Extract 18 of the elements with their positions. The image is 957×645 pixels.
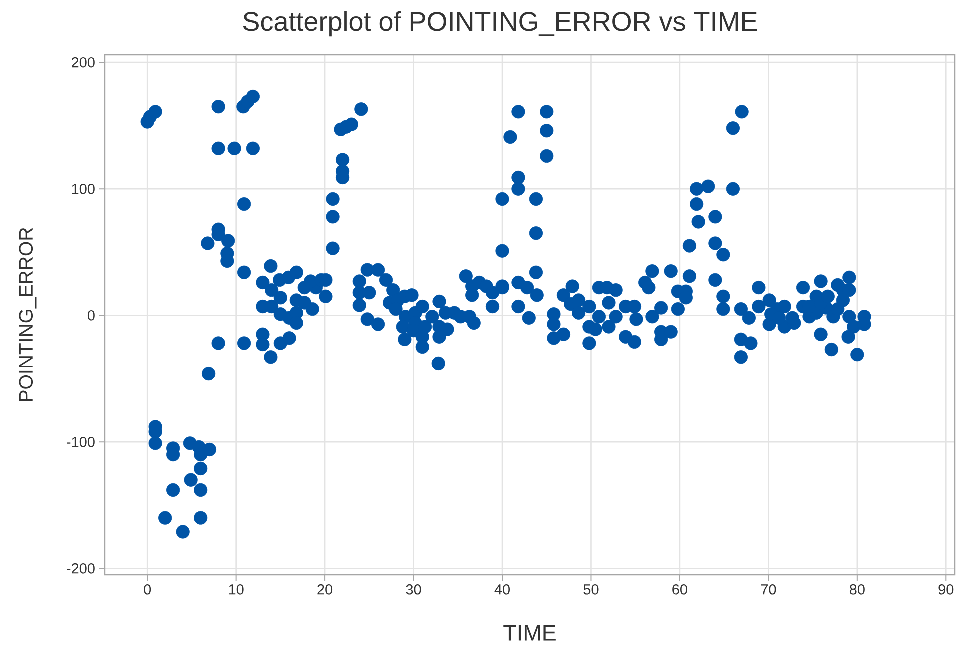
x-tick-label: 90 xyxy=(938,584,954,595)
y-tick-label: -100 xyxy=(67,437,95,448)
x-tick-label: 20 xyxy=(318,584,333,595)
x-tick-label: 70 xyxy=(761,584,776,595)
x-tick-label: 30 xyxy=(406,584,422,595)
x-tick-label: 60 xyxy=(672,584,688,595)
y-tick-label: 200 xyxy=(72,57,95,68)
chart-title: Scatterplot of POINTING_ERROR vs TIME xyxy=(243,11,758,37)
y-tick-label: 100 xyxy=(72,184,95,194)
y-tick-label: -200 xyxy=(67,564,95,574)
x-tick-label: 40 xyxy=(494,584,510,595)
x-axis-title: TIME xyxy=(504,625,556,641)
y-axis-title: POINTING_ERROR xyxy=(19,228,37,402)
x-tick-label: 0 xyxy=(144,584,152,595)
x-tick-label: 10 xyxy=(229,584,244,595)
x-tick-label: 80 xyxy=(850,584,865,595)
x-tick-label: 50 xyxy=(584,584,599,595)
y-tick-label: 0 xyxy=(88,310,95,321)
